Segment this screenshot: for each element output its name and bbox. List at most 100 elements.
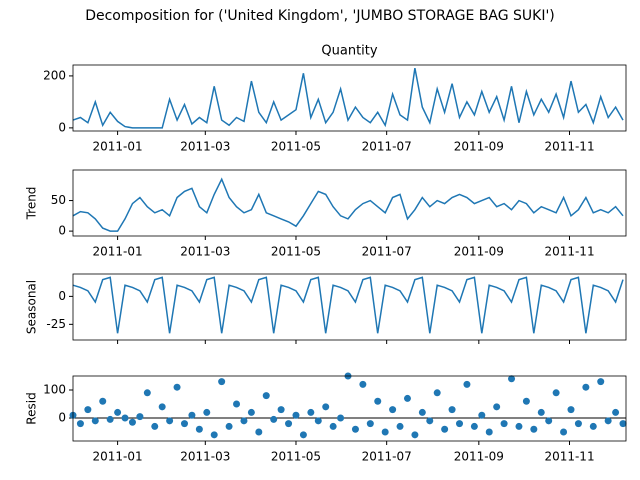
y-tick-label: -25 (46, 317, 66, 331)
resid-point (456, 420, 464, 428)
resid-point (91, 417, 99, 425)
resid-point (106, 415, 114, 423)
x-tick-label: 2011-07 (362, 450, 412, 464)
resid-point (151, 422, 159, 430)
resid-point (359, 380, 367, 388)
y-tick-label: 0 (58, 120, 66, 134)
resid-point (374, 397, 382, 405)
resid-point (448, 406, 456, 414)
x-tick-label: 2011-11 (544, 245, 594, 259)
resid-point (485, 428, 493, 436)
x-tick-label: 2011-09 (454, 140, 504, 154)
x-tick-label: 2011-07 (362, 140, 412, 154)
resid-point (366, 420, 374, 428)
resid-point (500, 420, 508, 428)
resid-point (589, 422, 597, 430)
y-tick-label: 0 (58, 289, 66, 303)
resid-point (567, 406, 575, 414)
resid-point (508, 375, 516, 383)
resid-point (619, 420, 627, 428)
resid-point (552, 389, 560, 397)
panel-title: Quantity (321, 44, 377, 59)
series-line (72, 177, 624, 232)
resid-point (418, 408, 426, 416)
y-axis-label: Seasonal (25, 280, 39, 334)
resid-point (597, 378, 605, 386)
resid-point (210, 431, 218, 439)
y-axis-label: Resid (25, 392, 39, 424)
x-tick-label: 2011-03 (180, 450, 230, 464)
resid-point (121, 414, 129, 422)
resid-point (322, 403, 330, 411)
resid-point (560, 428, 568, 436)
resid-point (255, 428, 263, 436)
resid-point (180, 420, 188, 428)
resid-point (545, 417, 553, 425)
resid-point (522, 397, 530, 405)
x-tick-label: 2011-05 (271, 450, 321, 464)
resid-point (463, 380, 471, 388)
x-tick-label: 2011-09 (454, 450, 504, 464)
y-tick-label: 50 (51, 193, 66, 207)
resid-point (292, 411, 300, 419)
x-tick-label: 2011-09 (454, 245, 504, 259)
resid-point (351, 425, 359, 433)
y-tick-label: 200 (43, 68, 66, 82)
resid-point (240, 417, 248, 425)
x-tick-label: 2011-01 (93, 140, 143, 154)
resid-point (173, 383, 181, 391)
y-axis-label: Trend (25, 187, 39, 221)
resid-point (403, 394, 411, 402)
series-line (72, 67, 624, 129)
series-line (72, 276, 624, 334)
resid-point (225, 422, 233, 430)
resid-point (433, 389, 441, 397)
x-tick-label: 2011-03 (180, 245, 230, 259)
x-tick-label: 2011-11 (544, 140, 594, 154)
resid-point (158, 403, 166, 411)
resid-point (470, 422, 478, 430)
panel-frame (72, 375, 627, 442)
resid-point (285, 420, 293, 428)
resid-point (76, 420, 84, 428)
x-tick-label: 2011-01 (93, 245, 143, 259)
resid-point (188, 411, 196, 419)
resid-point (128, 418, 136, 426)
resid-point (247, 408, 255, 416)
figure-title: Decomposition for ('United Kingdom', 'JU… (85, 8, 555, 24)
x-tick-label: 2011-11 (544, 450, 594, 464)
resid-point (337, 414, 345, 422)
resid-point (478, 411, 486, 419)
x-tick-label: 2011-05 (271, 140, 321, 154)
resid-point (299, 431, 307, 439)
resid-point (381, 428, 389, 436)
x-tick-label: 2011-01 (93, 450, 143, 464)
x-tick-label: 2011-07 (362, 245, 412, 259)
resid-point (604, 417, 612, 425)
y-tick-label: 0 (58, 224, 66, 238)
resid-point (136, 413, 144, 421)
resid-point (99, 397, 107, 405)
x-tick-label: 2011-03 (180, 140, 230, 154)
resid-point (574, 420, 582, 428)
y-tick-label: 100 (43, 383, 66, 397)
resid-point (143, 389, 151, 397)
resid-point (441, 425, 449, 433)
resid-point (270, 415, 278, 423)
resid-point (612, 408, 620, 416)
panel-frame (72, 169, 627, 237)
resid-point (389, 406, 397, 414)
resid-point (166, 417, 174, 425)
panel-frame (72, 64, 627, 132)
resid-point (396, 422, 404, 430)
resid-point (203, 408, 211, 416)
resid-point (114, 408, 122, 416)
y-tick-label: 0 (58, 411, 66, 425)
resid-point (515, 422, 523, 430)
resid-point (218, 378, 226, 386)
resid-point (329, 422, 337, 430)
resid-point (233, 400, 241, 408)
resid-point (262, 392, 270, 400)
resid-point (493, 403, 501, 411)
